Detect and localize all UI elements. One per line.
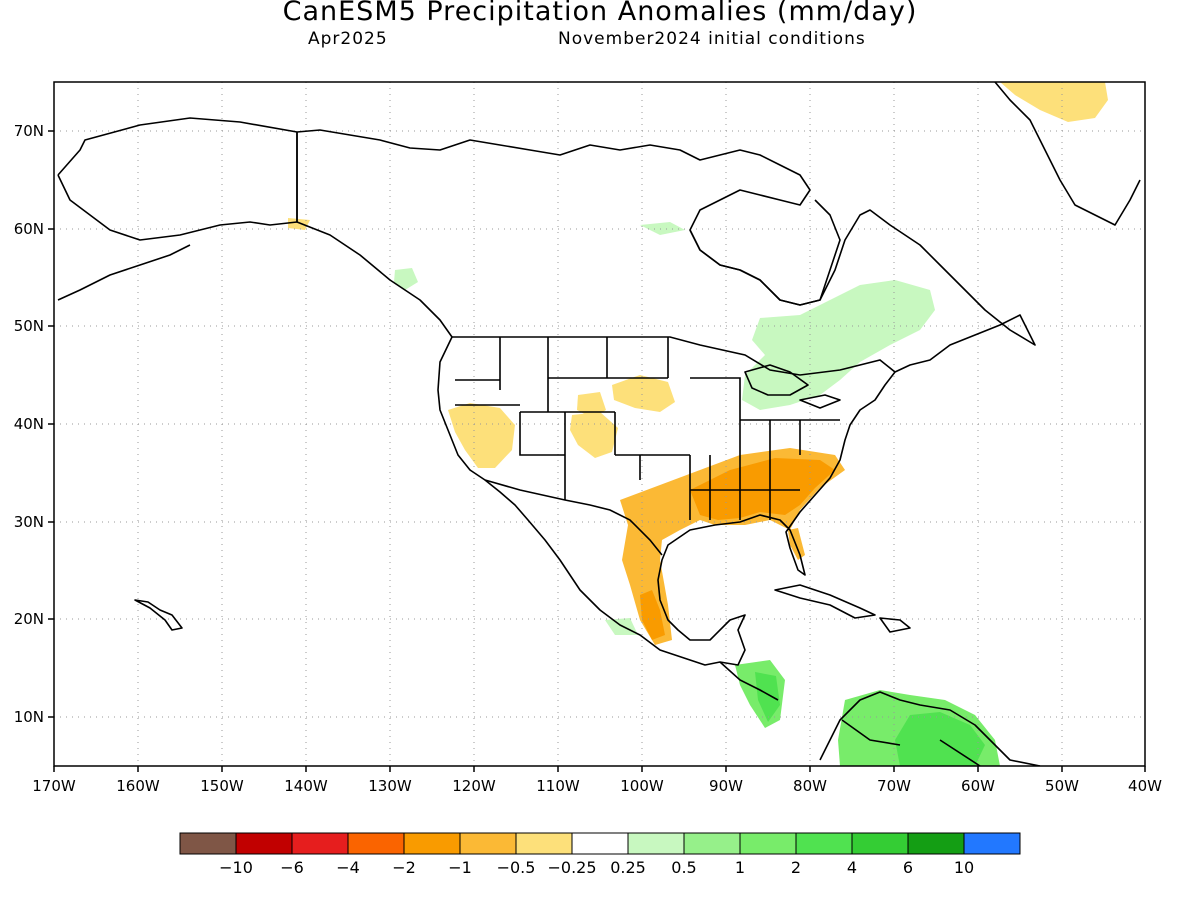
colorbar-swatch xyxy=(347,832,405,855)
lon-label: 110W xyxy=(536,777,580,795)
coastline-alaska xyxy=(57,117,1036,666)
colorbar-label: 0.25 xyxy=(610,858,646,877)
colorbar-swatch xyxy=(851,832,909,855)
wet-anomaly-hudson xyxy=(640,222,685,235)
colorbar-label: 0.5 xyxy=(671,858,696,877)
colorbar-swatch xyxy=(683,832,741,855)
colorbar-label: −2 xyxy=(392,858,416,877)
lon-label: 80W xyxy=(793,777,827,795)
political-borders xyxy=(296,132,981,766)
lon-label: 40W xyxy=(1128,777,1162,795)
border-us-mexico xyxy=(484,479,663,556)
colorbar-swatch xyxy=(515,832,573,855)
colorbar-swatch xyxy=(403,832,461,855)
lon-label: 130W xyxy=(368,777,412,795)
colorbar: −10 −6 −4 −2 −1 −0.5 −0.25 0.25 0.5 1 2 4 6 10 xyxy=(179,832,1021,877)
coastline-hawaii xyxy=(134,599,183,631)
colorbar-swatch xyxy=(627,832,685,855)
map-title: CanESM5 Precipitation Anomalies (mm/day) xyxy=(282,0,918,27)
colorbar-swatch xyxy=(963,832,1021,855)
colorbar-swatch xyxy=(739,832,797,855)
longitude-labels: 170W 160W 150W 140W 130W 120W 110W 100W … xyxy=(32,777,1162,795)
grid-lines xyxy=(54,82,1145,766)
colorbar-swatch xyxy=(179,832,237,855)
colorbar-label: −1 xyxy=(448,858,472,877)
lat-label: 10N xyxy=(14,708,44,726)
lon-label: 70W xyxy=(877,777,911,795)
coastline-south-america xyxy=(819,691,1041,766)
lon-label: 100W xyxy=(620,777,664,795)
lon-label: 150W xyxy=(200,777,244,795)
border-us-canada xyxy=(452,336,896,376)
colorbar-label: −10 xyxy=(219,858,253,877)
colorbar-label: 1 xyxy=(735,858,745,877)
tick-marks xyxy=(48,130,1146,772)
wet-anomaly-canada-east xyxy=(742,280,935,410)
map-panel xyxy=(54,82,1145,766)
colorbar-label: −6 xyxy=(280,858,304,877)
dry-anomaly-mexico-core xyxy=(640,590,665,640)
lat-label: 40N xyxy=(14,415,44,433)
lat-label: 30N xyxy=(14,513,44,531)
lat-label: 60N xyxy=(14,220,44,238)
wet-anomaly-central-america-core xyxy=(755,672,780,722)
lat-label: 70N xyxy=(14,122,44,140)
colorbar-swatch xyxy=(907,832,965,855)
lat-label: 20N xyxy=(14,610,44,628)
border-central-america xyxy=(719,661,981,766)
state-borders xyxy=(455,337,840,520)
colorbar-swatch xyxy=(795,832,853,855)
coastline-hudson-bay xyxy=(689,199,841,306)
lon-label: 170W xyxy=(32,777,76,795)
coastline-hispaniola xyxy=(879,617,911,633)
colorbar-swatch xyxy=(571,832,629,855)
valid-month: Apr2025 xyxy=(308,29,388,49)
anomaly-shading xyxy=(288,82,1108,766)
dry-anomaly-alaska-coast xyxy=(288,218,310,230)
colorbar-label: 6 xyxy=(903,858,913,877)
dry-anomaly-southeast-core xyxy=(690,458,835,520)
initial-conditions: November2024 initial conditions xyxy=(558,29,866,49)
latitude-labels: 10N 20N 30N 40N 50N 60N 70N xyxy=(14,122,44,726)
colorbar-label: 2 xyxy=(791,858,801,877)
colorbar-swatch xyxy=(235,832,293,855)
colorbar-label: −4 xyxy=(336,858,360,877)
wet-anomaly-south-america-core xyxy=(895,712,985,766)
lat-label: 50N xyxy=(14,317,44,335)
colorbar-label: 4 xyxy=(847,858,857,877)
coastline-greenland xyxy=(994,82,1141,226)
lon-label: 60W xyxy=(961,777,995,795)
lon-label: 90W xyxy=(709,777,743,795)
colorbar-label: 10 xyxy=(954,858,974,877)
lon-label: 140W xyxy=(284,777,328,795)
colorbar-label: −0.5 xyxy=(497,858,536,877)
lon-label: 160W xyxy=(116,777,160,795)
coastlines xyxy=(57,82,1141,766)
colorbar-label: −0.25 xyxy=(547,858,596,877)
coastline-alaska-west xyxy=(57,174,298,301)
lon-label: 50W xyxy=(1045,777,1079,795)
dry-anomaly-plains xyxy=(612,375,675,412)
coastline-great-lakes xyxy=(744,364,841,409)
coastline-cuba xyxy=(774,584,876,619)
lon-label: 120W xyxy=(452,777,496,795)
colorbar-swatch xyxy=(459,832,517,855)
wet-anomaly-yukon xyxy=(394,268,418,290)
dry-anomaly-greenland xyxy=(1000,82,1108,122)
dry-anomaly-california xyxy=(448,403,515,468)
colorbar-swatch xyxy=(291,832,349,855)
